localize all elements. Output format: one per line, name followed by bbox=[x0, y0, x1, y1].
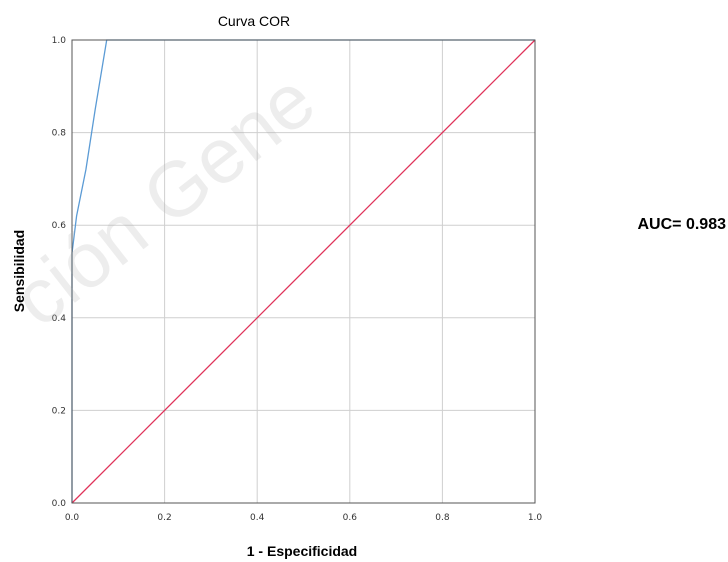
x-tick-label: 0.8 bbox=[435, 513, 450, 523]
y-tick-label: 0.6 bbox=[52, 221, 67, 231]
auc-annotation: AUC= 0.983 bbox=[637, 216, 727, 233]
y-tick-label: 0.2 bbox=[52, 406, 66, 416]
reference-diagonal-line bbox=[71, 39, 536, 504]
watermark-text: ción Gene bbox=[0, 55, 331, 343]
plot-frame bbox=[71, 39, 536, 504]
x-tick-label: 1.0 bbox=[528, 513, 543, 523]
chart-title: Curva COR bbox=[218, 13, 290, 29]
x-tick-label: 0.2 bbox=[157, 513, 171, 523]
x-tick-label: 0.4 bbox=[250, 513, 265, 523]
y-tick-label: 1.0 bbox=[52, 36, 67, 46]
x-tick-label: 0.0 bbox=[65, 513, 80, 523]
x-axis-label: 1 - Especificidad bbox=[247, 543, 357, 559]
x-tick-label: 0.6 bbox=[343, 513, 358, 523]
y-axis-label: Sensibilidad bbox=[11, 230, 27, 312]
y-tick-label: 0.0 bbox=[52, 499, 67, 509]
y-tick-label: 0.4 bbox=[52, 314, 67, 324]
y-tick-label: 0.8 bbox=[52, 129, 67, 139]
tick-labels: 0.0 0.2 0.4 0.6 0.8 1.0 0.0 0.2 0.4 0.6 0.8 1.0 bbox=[52, 36, 543, 523]
